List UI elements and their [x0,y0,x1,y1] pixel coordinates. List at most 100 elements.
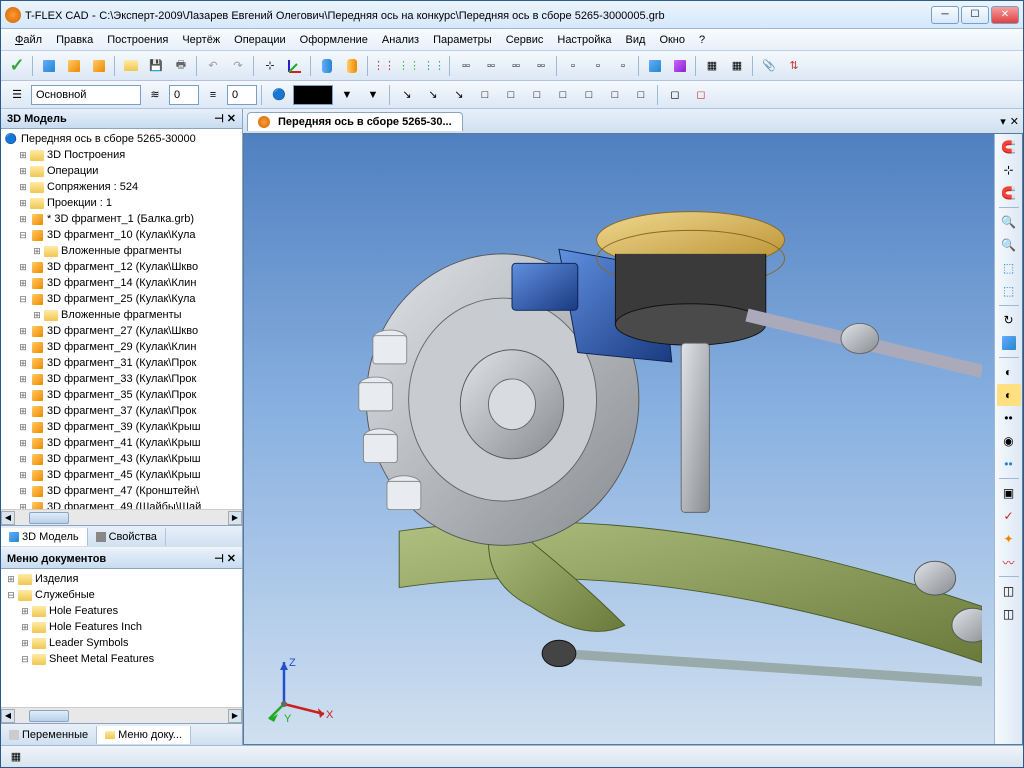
color-combo[interactable] [293,85,333,105]
tree-item[interactable]: ⊞3D фрагмент_27 (Кулак\Шкво [3,323,240,339]
open-icon[interactable] [119,54,143,78]
docmenu-item[interactable]: ⊞Hole Features [3,603,240,619]
op5-icon[interactable]: ▫ [561,54,585,78]
filter1-icon[interactable]: ▼ [335,83,359,107]
table-icon[interactable]: ▦ [700,54,724,78]
close-button[interactable]: ✕ [991,6,1019,24]
array1-icon[interactable]: ⋮⋮ [372,54,396,78]
new3-icon[interactable] [87,54,111,78]
tab-vars[interactable]: Переменные [1,726,97,744]
tree-item[interactable]: ⊞3D фрагмент_14 (Кулак\Клин [3,275,240,291]
menu-operations[interactable]: Операции [228,32,291,48]
tab-properties[interactable]: Свойства [88,528,166,546]
tree-item[interactable]: ⊞3D фрагмент_39 (Кулак\Крыш [3,419,240,435]
snap10-icon[interactable]: □ [629,83,653,107]
rt-section2-icon[interactable]: ◫ [997,603,1021,625]
menu-parameters[interactable]: Параметры [427,32,498,48]
snap9-icon[interactable]: □ [603,83,627,107]
cylinder2-icon[interactable] [340,54,364,78]
array2-icon[interactable]: ⋮⋮ [397,54,421,78]
tree-item[interactable]: ⊞3D фрагмент_37 (Кулак\Прок [3,403,240,419]
rt-frame2-icon[interactable]: ⬚ [997,280,1021,302]
menu-edit[interactable]: Правка [50,32,99,48]
linew-icon[interactable]: ≡ [201,83,225,107]
menu-design[interactable]: Оформление [294,32,374,48]
tree-item[interactable]: ⊞Проекции : 1 [3,195,240,211]
snap3-icon[interactable]: ↘ [447,83,471,107]
menu-drawing[interactable]: Чертёж [176,32,226,48]
op6-icon[interactable]: ▫ [586,54,610,78]
tree-item[interactable]: ⊞3D фрагмент_31 (Кулак\Прок [3,355,240,371]
tree-item[interactable]: ⊞3D фрагмент_12 (Кулак\Шкво [3,259,240,275]
view2-icon[interactable]: ◻ [689,83,713,107]
tree-item[interactable]: ⊞Операции [3,163,240,179]
rt-spark-icon[interactable]: ✦ [997,528,1021,550]
tree-item[interactable]: ⊞3D фрагмент_45 (Кулак\Крыш [3,467,240,483]
layer-combo[interactable]: Основной [31,85,141,105]
panel-close2-icon[interactable]: ✕ [227,552,236,565]
minimize-button[interactable]: ─ [931,6,959,24]
rt-zoomfit-icon[interactable]: 🔍 [997,234,1021,256]
level-icon[interactable]: ≋ [143,83,167,107]
rt-layer1-icon[interactable]: ▣ [997,482,1021,504]
menu-view[interactable]: Вид [620,32,652,48]
op3-icon[interactable]: ▫▫ [504,54,528,78]
docmenu-hscroll[interactable]: ◀▶ [1,707,242,723]
rt-render2-icon[interactable]: ◐ [997,384,1021,406]
tree-item[interactable]: ⊞3D фрагмент_35 (Кулак\Прок [3,387,240,403]
docmenu-item[interactable]: ⊞Изделия [3,571,240,587]
rt-render3-icon[interactable]: •• [997,407,1021,429]
check-icon[interactable]: ✓ [5,54,29,78]
menu-service[interactable]: Сервис [500,32,550,48]
undo-icon[interactable]: ↶ [201,54,225,78]
new-icon[interactable] [37,54,61,78]
rt-view1-icon[interactable] [997,332,1021,354]
menu-window[interactable]: Окно [653,32,691,48]
sync-icon[interactable]: ⇅ [782,54,806,78]
layer-icon[interactable]: ☰ [5,83,29,107]
status-grid-icon[interactable]: ▦ [7,749,25,765]
print-icon[interactable]: 🖶 [169,54,193,78]
tree-item[interactable]: ⊟3D фрагмент_10 (Кулак\Кула [3,227,240,243]
doc-tab[interactable]: Передняя ось в сборе 5265-30... [247,112,463,131]
docmenu-item[interactable]: ⊟Служебные [3,587,240,603]
docmenu-item[interactable]: ⊞Leader Symbols [3,635,240,651]
tab-3dmodel[interactable]: 3D Модель [1,528,88,546]
rt-rotate-icon[interactable]: ↻ [997,309,1021,331]
menu-analysis[interactable]: Анализ [376,32,425,48]
menu-help[interactable]: ? [693,32,711,48]
tree-item[interactable]: ⊞Вложенные фрагменты [3,243,240,259]
tree-hscroll[interactable]: ◀▶ [1,509,242,525]
docmenu-tree[interactable]: ⊞Изделия⊟Служебные⊞Hole Features⊞Hole Fe… [1,569,242,707]
axis-icon[interactable]: ⊹ [258,54,282,78]
level-combo[interactable]: 0 [169,85,199,105]
new2-icon[interactable] [62,54,86,78]
doc-dropdown-icon[interactable]: ▾ [1000,115,1006,128]
magnet-icon[interactable]: 🧲 [997,136,1021,158]
snap8-icon[interactable]: □ [577,83,601,107]
tree-item[interactable]: ⊞* 3D фрагмент_1 (Балка.grb) [3,211,240,227]
maximize-button[interactable]: ☐ [961,6,989,24]
snap7-icon[interactable]: □ [551,83,575,107]
snap2-icon[interactable]: ↘ [421,83,445,107]
rt-render5-icon[interactable]: •• [997,453,1021,475]
render2-icon[interactable] [668,54,692,78]
tree-item[interactable]: ⊞3D фрагмент_29 (Кулак\Клин [3,339,240,355]
rt-check-icon[interactable]: ✓ [997,505,1021,527]
cylinder-icon[interactable] [315,54,339,78]
panel-close-icon[interactable]: ✕ [227,112,236,125]
rt-section-icon[interactable]: ◫ [997,580,1021,602]
menu-construct[interactable]: Построения [101,32,174,48]
tab-docmenu[interactable]: Меню доку... [97,726,191,744]
tree-item[interactable]: ⊞Сопряжения : 524 [3,179,240,195]
rainbow-icon[interactable]: 🔵 [267,83,291,107]
array3-icon[interactable]: ⋮⋮ [422,54,446,78]
pin2-icon[interactable]: ⊣ [214,552,224,565]
tree-item[interactable]: ⊞Вложенные фрагменты [3,307,240,323]
tree-item[interactable]: ⊞3D фрагмент_47 (Кронштейн\ [3,483,240,499]
docmenu-item[interactable]: ⊞Hole Features Inch [3,619,240,635]
tree-root[interactable]: 🔵Передняя ось в сборе 5265-30000 [3,131,240,147]
tree-item[interactable]: ⊞3D фрагмент_33 (Кулак\Прок [3,371,240,387]
op1-icon[interactable]: ▫▫ [454,54,478,78]
tree-item[interactable]: ⊞3D фрагмент_41 (Кулак\Крыш [3,435,240,451]
